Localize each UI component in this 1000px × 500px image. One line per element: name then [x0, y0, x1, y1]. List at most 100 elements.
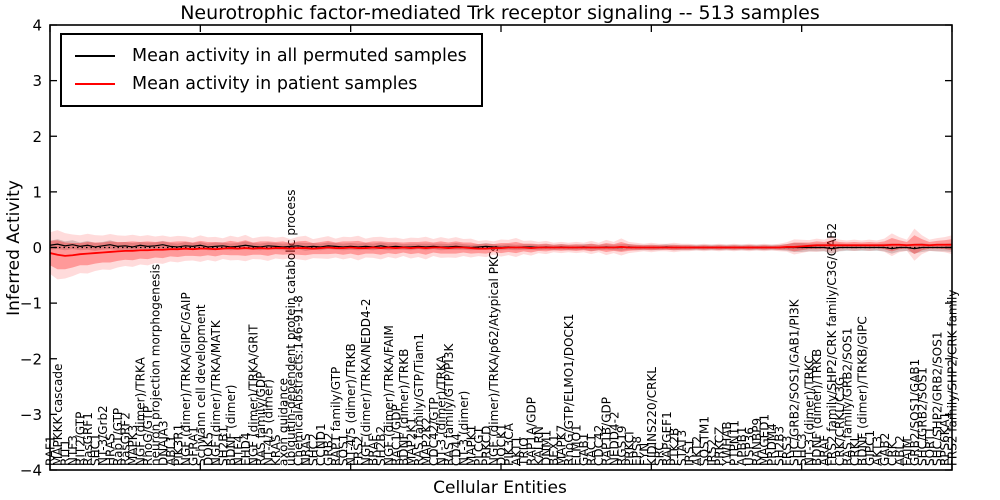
x-tick-label: YWHAB: [720, 421, 734, 467]
x-tick-label: PLCG1: [472, 427, 486, 466]
x-tick-label: FYN: [637, 443, 651, 466]
patient-confidence-band-inner: [50, 235, 952, 270]
y-tick-label: −4: [20, 462, 42, 480]
x-tick-label: CRK: [885, 440, 899, 466]
x-tick-label: RasGRF1: [81, 412, 95, 466]
permuted-confidence-band: [50, 239, 952, 254]
x-tick-label: NT-4/5 (dimer): [261, 379, 275, 466]
x-tick-label: IRS2: [705, 439, 719, 466]
legend-item-patient: Mean activity in patient samples: [75, 70, 467, 98]
x-tick-label: TRIO: [517, 437, 531, 467]
x-tick-label: CCND1: [314, 423, 328, 466]
x-tick-label: RasGRF2: [119, 412, 133, 466]
x-tick-label: NTF4: [231, 435, 245, 466]
x-tick-label: NGF (dimer)/TRKA/FAIM: [382, 325, 396, 466]
x-tick-label: PTPN11: [728, 420, 742, 466]
x-tick-label: NT-3 (dimer): [457, 391, 471, 466]
x-tick-label: EHD4: [239, 433, 253, 466]
x-tick-label: NT-3 (dimer)/TRKA: [434, 354, 448, 466]
x-tick-label: RAP1B/GDP: [600, 397, 614, 466]
x-tick-label: BDNF (dimer)/TRKB: [397, 349, 411, 466]
y-tick-label: 4: [32, 17, 42, 35]
x-tick-label: BDNF (dimer)/TRKB/GIPC: [855, 316, 869, 466]
x-tick-label: NGF (dimer)/TRKA/NEDD4-2: [359, 298, 373, 466]
x-tick-label: CRKL: [848, 434, 862, 466]
x-tick-label: NGF (dimer)/TRKA/p62/Atypical PKCs: [487, 245, 501, 466]
x-tick-label: GAB2: [878, 433, 892, 466]
permuted-line-swatch: [75, 55, 115, 57]
x-tick-label: FRS2 family/SHP2/CRK family/C3G/GAB2: [825, 223, 839, 466]
x-tick-label: PTK2B: [667, 428, 681, 466]
x-tick-label: EPS8: [630, 436, 644, 466]
x-tick-label: IRS1: [682, 439, 696, 466]
x-tick-label: MAP2K2: [419, 417, 433, 466]
x-tick-label: Schwann cell development: [194, 304, 208, 466]
x-tick-label: AKT2: [690, 436, 704, 466]
x-tick-label: SH2B3: [773, 426, 787, 466]
x-tick-label: HRAS: [104, 433, 118, 466]
x-tick-label: NGF (dimer)/TRKA: [134, 356, 148, 466]
x-tick-label: DOCK1: [495, 423, 509, 466]
y-tick-label: 0: [32, 239, 42, 257]
y-tick-label: −3: [20, 406, 42, 424]
x-tick-label: ABL2: [893, 435, 907, 466]
x-tick-label: SH2B1: [216, 426, 230, 466]
x-tick-label: BRAF: [367, 435, 381, 466]
x-tick-label: RAS family/GDP: [254, 372, 268, 466]
x-tick-label: PRKCZ: [712, 427, 726, 466]
x-tick-label: CDC42/GTP: [427, 397, 441, 466]
x-tick-label: RAS family/GTP/PI3K: [442, 343, 456, 466]
x-tick-label: RAS family/GTP/Tiam1: [412, 333, 426, 466]
x-tick-label: BDNF (dimer)/TRKB: [810, 349, 824, 466]
x-tick-label: DNAJA3: [156, 420, 170, 466]
patient-mean-line: [49, 243, 952, 257]
x-tick-label: FAIM: [900, 438, 914, 466]
x-tick-label: GIPC1: [863, 430, 877, 466]
x-tick-label: SQSTM1: [697, 416, 711, 466]
x-tick-label: STAT3: [675, 430, 689, 466]
x-tick-label: ChemicalAbstracts:146-91-8: [292, 295, 306, 466]
x-tick-label: NRAS: [299, 433, 313, 466]
chart-title: Neurotrophic factor-mediated Trk recepto…: [180, 2, 820, 24]
x-tick-label: SH2B2: [374, 426, 388, 466]
x-tick-label: RAP1 family/GTP: [329, 367, 343, 466]
x-tick-label: MAPKKK cascade: [51, 364, 65, 466]
x-tick-label: NGF (dimer)/TRKA/GIPC/GAIP: [179, 292, 193, 466]
x-tick-label: NTF3: [66, 435, 80, 466]
x-tick-label: NGF (dimer)/TRKA/MATK: [209, 319, 223, 466]
x-tick-label: MAPK3: [126, 425, 140, 466]
x-tick-label: SHC3: [795, 433, 809, 466]
x-tick-label: MAGED1: [758, 414, 772, 466]
legend: Mean activity in all permuted samples Me…: [60, 33, 483, 107]
x-tick-label: RANBP9: [750, 418, 764, 466]
x-tick-label: RAC1/GDP: [389, 404, 403, 466]
x-tick-label: SHC1: [89, 433, 103, 466]
x-tick-label: MAPK1: [464, 425, 478, 466]
x-tick-label: BEX1: [547, 434, 561, 466]
x-tick-label: KRAS: [269, 434, 283, 466]
x-tick-label: ABL1: [164, 435, 178, 466]
x-tick-label: DOK5: [201, 432, 215, 466]
x-tick-label: NGF (dimer)/TRKA/GRIT: [246, 324, 260, 466]
x-tick-label: FRS2: [352, 436, 366, 467]
x-tick-label: AKT1: [510, 436, 524, 466]
x-tick-label: SOS1: [337, 434, 351, 466]
x-tick-label: RhoG/GTP: [141, 406, 155, 466]
x-tick-label: SHC/GRB2/SOS1/GAB1/PI3K: [788, 298, 802, 466]
patient-line-swatch: [75, 83, 115, 85]
legend-label-permuted: Mean activity in all permuted samples: [132, 46, 467, 66]
x-tick-label: PIK3CA: [502, 422, 516, 466]
patient-confidence-band-outer: [50, 228, 952, 280]
x-tick-label: CRK/CRKL/C3G: [833, 377, 847, 466]
x-tick-label: neuron projection morphogenesis: [149, 264, 163, 466]
x-tick-label: GRB2: [322, 432, 336, 466]
x-tick-label: RhoG/GTP/ELMO1/DOCK1: [562, 314, 576, 466]
x-tick-label: KIDINS220/CRKL: [645, 367, 659, 466]
x-tick-label: APBB1: [735, 426, 749, 466]
x-tick-label: RIT1: [59, 439, 73, 466]
x-tick-label: PRKCI: [622, 431, 636, 466]
x-tick-label: NT-3 (dimer)/TRKC: [803, 355, 817, 466]
x-tick-label: RIT2/GTP: [74, 412, 88, 466]
